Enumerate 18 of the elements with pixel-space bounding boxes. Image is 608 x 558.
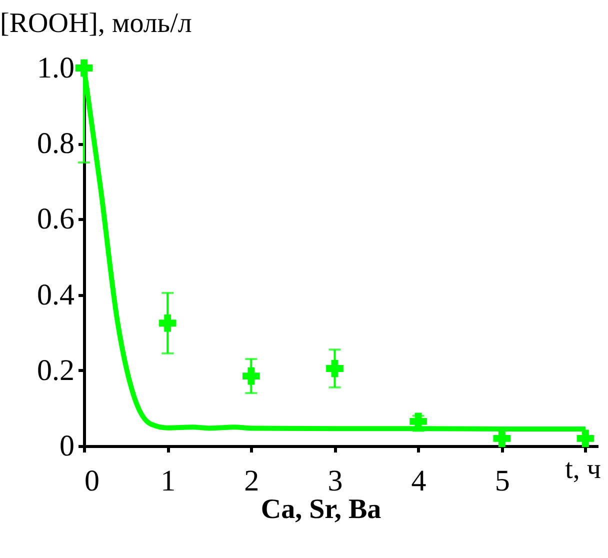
x-tick-label: 1 xyxy=(160,464,176,498)
point xyxy=(493,430,511,448)
y-tick-label: 0 xyxy=(60,430,74,462)
point xyxy=(326,360,344,378)
y-tick-label: 0.4 xyxy=(37,278,74,312)
x-tick-label: 2 xyxy=(244,464,260,498)
point xyxy=(158,314,176,332)
point xyxy=(242,367,260,385)
y-tick-label: 0.2 xyxy=(37,354,74,387)
y-tick-label: 0.8 xyxy=(37,127,74,160)
y-tick-label: 1.0 xyxy=(37,52,74,84)
x-tick-label: 4 xyxy=(411,464,426,498)
y-axis-title: [ROOH], моль/л xyxy=(0,8,192,39)
y-tick-label: 0.6 xyxy=(37,202,74,236)
x-tick-label: 0 xyxy=(84,464,100,498)
x-axis-title: t, ч xyxy=(565,454,601,485)
x-tick-label: 5 xyxy=(494,464,510,498)
point xyxy=(576,430,594,448)
